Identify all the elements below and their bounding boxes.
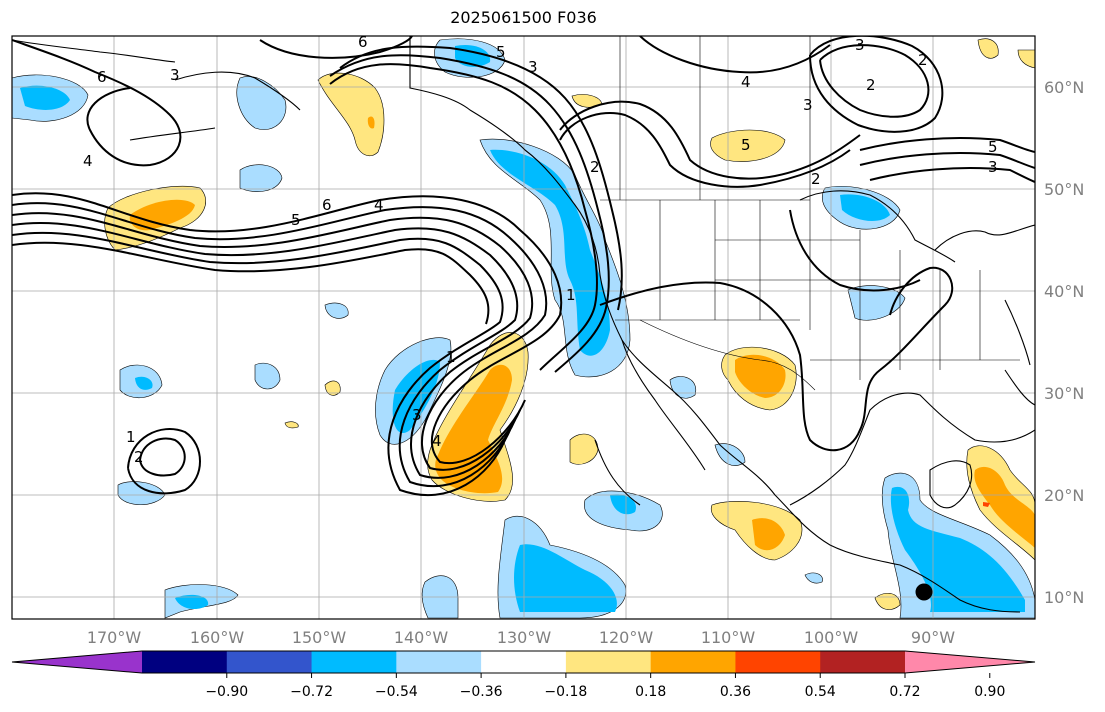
lon-label: 170°W bbox=[87, 628, 142, 647]
colorbar-segment bbox=[735, 651, 821, 673]
contour-label: 6 bbox=[322, 196, 332, 214]
colorbar-outline bbox=[11, 650, 1036, 674]
lat-label: 20°N bbox=[1044, 486, 1084, 505]
colorbar-tick-label: 0.36 bbox=[720, 684, 751, 700]
lat-label: 60°N bbox=[1044, 78, 1084, 97]
contour-label: 3 bbox=[528, 58, 538, 76]
contour-label: 1 bbox=[446, 348, 456, 366]
colorbar-tick-label: 0.18 bbox=[635, 684, 666, 700]
contour-label: 2 bbox=[134, 448, 144, 466]
contour-label: 6 bbox=[97, 68, 107, 86]
contour-label: 1 bbox=[126, 428, 136, 446]
lat-label: 30°N bbox=[1044, 384, 1084, 403]
colorbar-tick-label: 0.54 bbox=[805, 684, 836, 700]
colorbar-segment bbox=[142, 651, 228, 673]
lon-label: 110°W bbox=[701, 628, 756, 647]
colorbar-tick-label: −0.54 bbox=[375, 684, 418, 700]
colorbar-segment bbox=[650, 651, 736, 673]
contour-label: 2 bbox=[866, 76, 876, 94]
contour-label: 5 bbox=[496, 43, 506, 61]
lon-label: 140°W bbox=[394, 628, 449, 647]
colorbar-segment bbox=[565, 651, 652, 673]
colorbar-tick-label: 0.72 bbox=[889, 684, 920, 700]
contour-label: 3 bbox=[988, 158, 998, 176]
location-marker bbox=[915, 583, 933, 601]
contour-label: 2 bbox=[918, 51, 928, 69]
lat-label: 40°N bbox=[1044, 282, 1084, 301]
political-borders bbox=[600, 36, 1020, 391]
colorbar-segment bbox=[226, 651, 313, 673]
colorbar-segment bbox=[481, 651, 567, 673]
contour-label: 2 bbox=[590, 158, 600, 176]
longitude-labels: 170°W 160°W 150°W 140°W 130°W 120°W 110°… bbox=[87, 628, 955, 647]
contour-label: 3 bbox=[855, 36, 865, 54]
map-title: 2025061500 F036 bbox=[450, 8, 597, 27]
lon-label: 120°W bbox=[599, 628, 654, 647]
contour-label: 1 bbox=[566, 286, 576, 304]
colorbar: −0.90 −0.72 −0.54 −0.36 −0.18 0.18 0.36 0.54 0.7… bbox=[11, 650, 1036, 700]
latitude-labels: 60°N 50°N 40°N 30°N 20°N 10°N bbox=[1044, 78, 1084, 607]
colorbar-segment bbox=[820, 651, 906, 673]
colorbar-extend-low bbox=[12, 651, 142, 673]
colorbar-tick-label: −0.36 bbox=[460, 684, 503, 700]
contour-label: 4 bbox=[741, 73, 751, 91]
lon-label: 90°W bbox=[911, 628, 955, 647]
contour-label: 3 bbox=[170, 66, 180, 84]
colorbar-tick-label: −0.18 bbox=[544, 684, 587, 700]
lon-label: 130°W bbox=[497, 628, 552, 647]
colorbar-tick-label: −0.72 bbox=[290, 684, 333, 700]
contour-label: 4 bbox=[374, 196, 384, 214]
contour-label: 2 bbox=[811, 170, 821, 188]
contour-label: 3 bbox=[803, 96, 813, 114]
contour-label: 4 bbox=[432, 432, 442, 450]
lat-label: 10°N bbox=[1044, 588, 1084, 607]
lon-label: 160°W bbox=[190, 628, 245, 647]
contour-label: 4 bbox=[83, 152, 93, 170]
colorbar-extend-high bbox=[905, 651, 1035, 673]
colorbar-tick-label: −0.90 bbox=[205, 684, 248, 700]
colorbar-segment bbox=[311, 651, 397, 673]
contour-labels: 6 3 4 5 6 4 5 6 3 5 2 4 3 2 5 3 3 2 1 1 … bbox=[83, 33, 998, 466]
lat-label: 50°N bbox=[1044, 180, 1084, 199]
colorbar-segment bbox=[396, 651, 482, 673]
map-frame bbox=[11, 35, 1036, 620]
contour-label: 6 bbox=[358, 33, 368, 51]
contour-label: 5 bbox=[291, 211, 301, 229]
colorbar-tick-label: 0.90 bbox=[974, 684, 1005, 700]
anomaly-shading bbox=[12, 38, 1035, 619]
lon-label: 100°W bbox=[804, 628, 859, 647]
contour-label: 3 bbox=[412, 406, 422, 424]
contour-lines bbox=[12, 36, 1035, 496]
coastlines bbox=[12, 36, 1035, 613]
lon-label: 150°W bbox=[292, 628, 347, 647]
contour-label: 5 bbox=[988, 138, 998, 156]
contour-label: 5 bbox=[741, 136, 751, 154]
